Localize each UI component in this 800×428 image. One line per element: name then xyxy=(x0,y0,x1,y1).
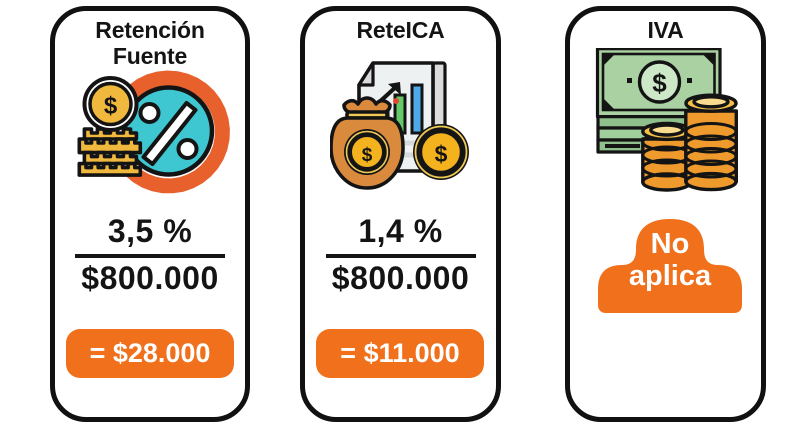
svg-text:$: $ xyxy=(104,93,118,120)
svg-text:$: $ xyxy=(435,141,448,167)
svg-text:$: $ xyxy=(652,68,667,98)
svg-text:$: $ xyxy=(362,145,373,166)
